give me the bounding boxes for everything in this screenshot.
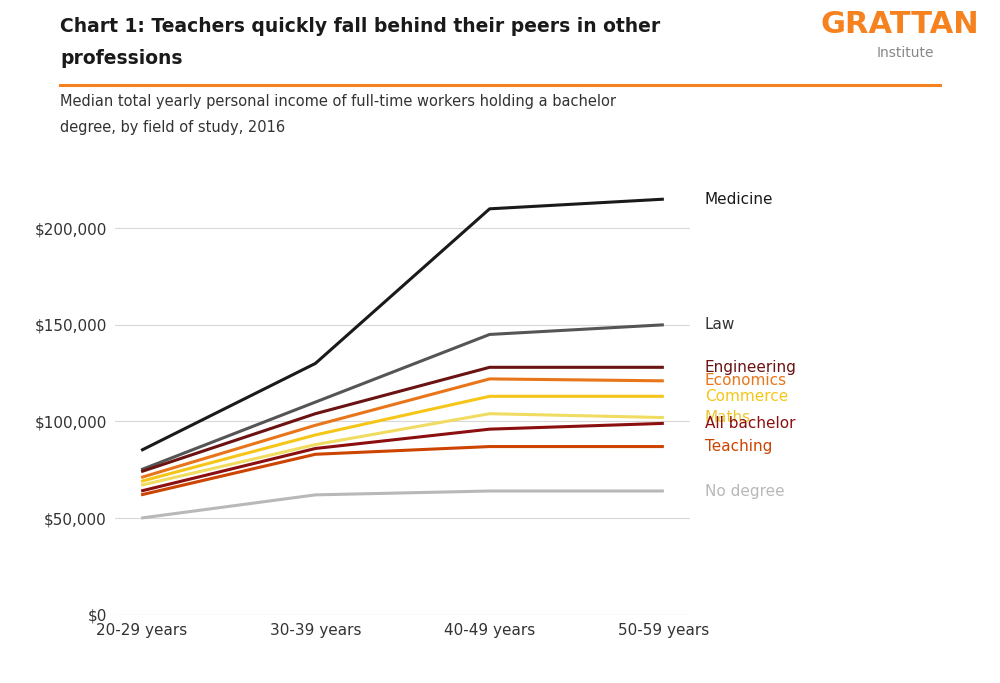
Text: Economics: Economics: [705, 374, 787, 389]
Text: All bachelor: All bachelor: [705, 416, 796, 431]
Text: Maths: Maths: [705, 410, 751, 425]
Text: Law: Law: [705, 318, 735, 333]
Text: Engineering: Engineering: [705, 360, 797, 375]
Text: Medicine: Medicine: [705, 192, 774, 207]
Text: professions: professions: [60, 49, 182, 68]
Text: Commerce: Commerce: [705, 389, 788, 404]
Text: Teaching: Teaching: [705, 439, 772, 454]
Text: Median total yearly personal income of full-time workers holding a bachelor: Median total yearly personal income of f…: [60, 94, 616, 109]
Text: degree, by field of study, 2016: degree, by field of study, 2016: [60, 120, 285, 135]
Text: Chart 1: Teachers quickly fall behind their peers in other: Chart 1: Teachers quickly fall behind th…: [60, 17, 660, 36]
Text: No degree: No degree: [705, 484, 785, 499]
Text: Institute: Institute: [876, 46, 934, 60]
Text: GRATTAN: GRATTAN: [820, 10, 979, 39]
